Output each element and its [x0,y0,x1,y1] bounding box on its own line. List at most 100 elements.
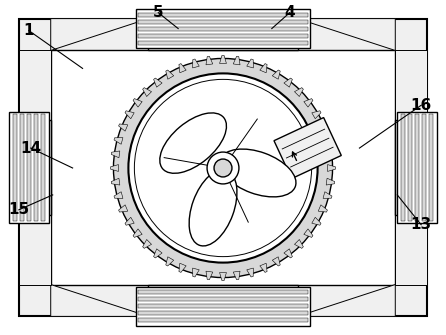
Bar [138,34,308,38]
Bar [20,114,24,221]
Polygon shape [114,138,123,144]
Polygon shape [274,118,341,179]
Bar [41,114,45,221]
Polygon shape [304,229,313,238]
Polygon shape [233,56,240,65]
Bar [136,286,310,326]
Bar [138,13,308,17]
Bar [138,318,308,322]
Polygon shape [294,240,303,248]
Polygon shape [143,240,152,248]
Polygon shape [112,151,120,158]
Polygon shape [179,263,186,272]
Polygon shape [193,268,199,277]
Circle shape [134,79,312,257]
Bar [397,112,437,223]
Bar [422,114,426,221]
Polygon shape [294,88,303,96]
Polygon shape [312,217,321,225]
Text: 4: 4 [285,5,295,20]
Polygon shape [19,215,51,284]
Bar [138,297,308,302]
Polygon shape [219,272,227,280]
Text: 14: 14 [20,141,41,155]
Text: 16: 16 [411,98,432,113]
Bar [13,114,17,221]
Polygon shape [51,19,149,51]
Circle shape [113,58,333,277]
Polygon shape [119,205,128,212]
Bar [138,26,308,30]
Polygon shape [247,59,253,68]
Polygon shape [318,205,327,212]
Polygon shape [284,249,293,258]
Circle shape [128,73,318,263]
Polygon shape [143,88,152,96]
Polygon shape [153,78,162,87]
Bar [19,120,51,215]
Bar [138,312,308,315]
Bar [138,20,308,23]
Text: 15: 15 [8,202,29,217]
Polygon shape [297,284,395,316]
Polygon shape [119,124,128,131]
Bar [136,9,310,49]
Polygon shape [111,164,119,172]
Polygon shape [395,215,427,284]
Polygon shape [179,64,186,73]
Polygon shape [327,164,335,172]
Polygon shape [114,192,123,198]
Polygon shape [284,78,293,87]
Polygon shape [133,98,142,107]
Polygon shape [260,263,267,272]
Polygon shape [318,124,327,131]
Circle shape [207,152,239,184]
Polygon shape [312,111,321,119]
Bar [401,114,405,221]
Polygon shape [219,56,227,64]
Bar [138,290,308,294]
Polygon shape [166,70,173,79]
Ellipse shape [160,113,227,173]
Polygon shape [323,138,332,144]
Polygon shape [326,151,334,158]
Bar [27,114,31,221]
Polygon shape [326,178,334,185]
Polygon shape [206,56,213,65]
Bar [34,114,38,221]
Bar [138,41,308,45]
Bar [149,19,297,51]
Ellipse shape [189,170,237,246]
Polygon shape [260,64,267,73]
Text: 13: 13 [411,217,432,232]
Polygon shape [193,59,199,68]
Polygon shape [125,217,134,225]
Bar [9,112,49,223]
Bar [51,51,395,284]
Polygon shape [206,271,213,280]
Polygon shape [19,51,51,120]
Polygon shape [304,98,313,107]
Polygon shape [125,111,134,119]
Polygon shape [112,178,120,185]
Polygon shape [273,257,280,266]
Bar [429,114,433,221]
Polygon shape [166,257,173,266]
Bar [408,114,412,221]
Polygon shape [133,229,142,238]
Bar [138,305,308,309]
Polygon shape [297,19,395,51]
Polygon shape [395,51,427,120]
Text: 1: 1 [24,23,34,38]
Bar [149,284,297,316]
Polygon shape [153,249,162,258]
Polygon shape [51,284,149,316]
Bar [395,120,427,215]
Polygon shape [233,271,240,280]
Text: 5: 5 [153,5,164,20]
Bar [19,19,427,316]
Polygon shape [247,268,253,277]
Ellipse shape [220,149,296,197]
Bar [415,114,419,221]
Polygon shape [323,192,332,198]
